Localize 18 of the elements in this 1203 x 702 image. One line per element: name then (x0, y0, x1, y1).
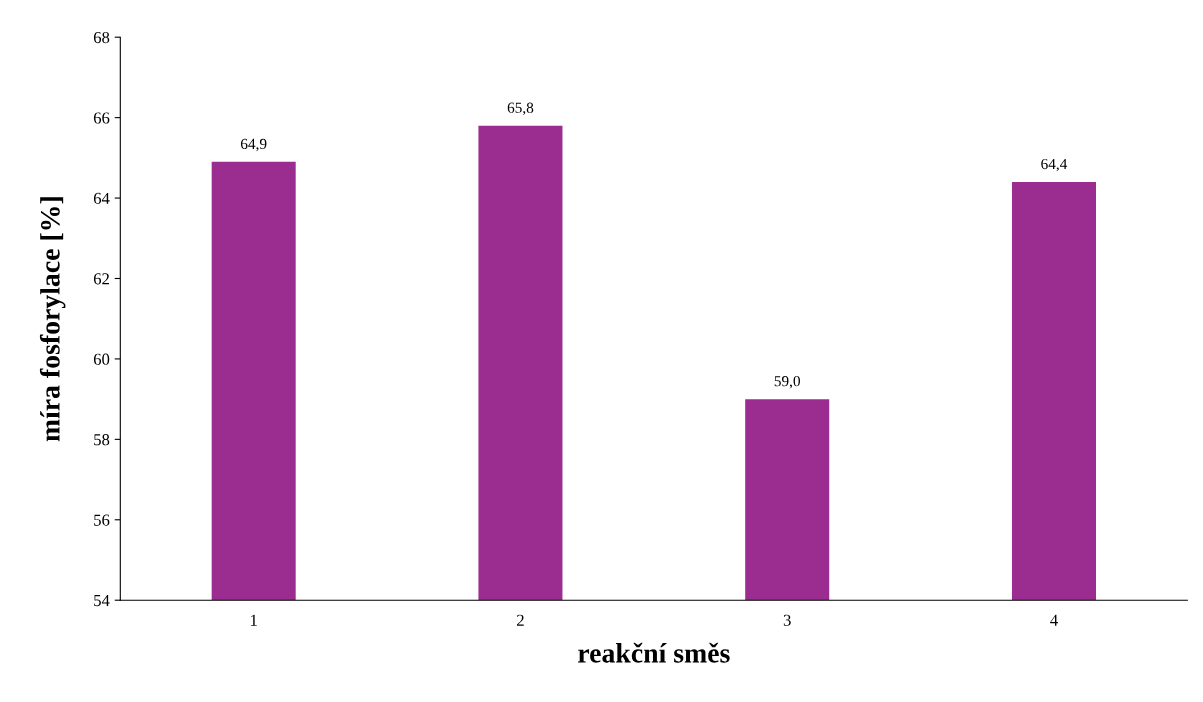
data-label: 65,8 (507, 102, 534, 116)
x-axis-title: reakční směs (578, 642, 730, 663)
data-label: 64,4 (1041, 158, 1068, 172)
y-tick-label: 58 (94, 434, 110, 446)
y-tick-label: 68 (93, 31, 110, 44)
y-tick-label: 60 (93, 353, 110, 365)
x-tick-label: 3 (783, 614, 791, 626)
y-tick-label: 54 (94, 595, 110, 607)
x-tick-label: 1 (250, 614, 257, 626)
y-axis-title: míra fosforylace [%] (39, 197, 66, 442)
x-tick-label: 2 (517, 614, 524, 626)
y-tick-label: 56 (94, 514, 110, 526)
x-tick-label: 4 (1050, 614, 1058, 626)
y-tick-label: 66 (93, 112, 110, 124)
data-label: 59,0 (774, 376, 800, 389)
y-tick-label: 64 (93, 192, 110, 205)
y-tick-label: 62 (93, 273, 109, 285)
data-label: 64,9 (240, 138, 267, 152)
